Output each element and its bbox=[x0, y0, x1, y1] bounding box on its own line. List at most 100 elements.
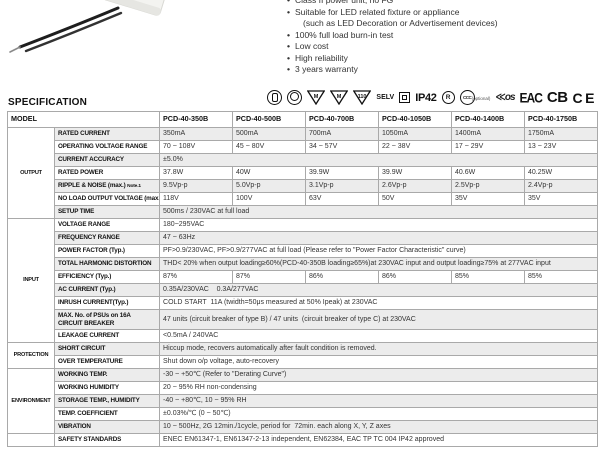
specification-table: MODEL PCD-40-350B PCD-40-500B PCD-40-700B PC… bbox=[6, 111, 599, 447]
section-label-cell: INPUT bbox=[7, 218, 55, 343]
spec-value-cell: 87% bbox=[159, 270, 234, 284]
spec-value-span-cell: -40 ~ +80℃, 10 ~ 95% RH bbox=[159, 394, 599, 408]
spec-label-cell: RIPPLE & NOISE (max.) Note.1 bbox=[53, 179, 161, 193]
spec-label-cell: WORKING TEMP. bbox=[53, 368, 161, 382]
ccc-wrap: CCC (optional) bbox=[459, 90, 491, 105]
spec-value-cell: 39.9W bbox=[305, 166, 380, 180]
spec-value-cell: 35V bbox=[524, 192, 599, 206]
feature-text: High reliability bbox=[295, 53, 348, 65]
spec-value-span-cell: 500ms / 230VAC at full load bbox=[159, 205, 599, 219]
model-header-cell: MODEL bbox=[6, 111, 161, 128]
feature-text: Suitable for LED related fixture or appl… bbox=[295, 7, 498, 30]
spec-row: INRUSH CURRENT(Typ.) COLD START 11A (twid… bbox=[8, 296, 599, 310]
spec-row: POWER FACTOR (Typ.) PF>0.9/230VAC, PF>0.9… bbox=[8, 244, 599, 258]
optional-label: (optional) bbox=[471, 96, 491, 101]
label-note: Note.1 bbox=[127, 184, 141, 190]
selv-mark: SELV bbox=[376, 94, 395, 101]
spec-label-cell: WORKING HUMIDITY bbox=[53, 381, 161, 395]
spec-label-cell: FREQUENCY RANGE bbox=[53, 231, 161, 245]
spec-value-cell: 39.9W bbox=[378, 166, 453, 180]
spec-row: TEMP. COEFFICIENT ±0.03%/℃ (0 ~ 50℃) bbox=[8, 407, 599, 421]
spec-value-cell: 85% bbox=[451, 270, 526, 284]
model-name-cell: PCD-40-1050B bbox=[378, 111, 453, 128]
spec-value-cell: 9.5Vp-p bbox=[159, 179, 234, 193]
spec-row: OUTPUT RATED CURRENT 350mA 500mA 700mA 1050mA… bbox=[7, 127, 599, 219]
feature-line: 100% full load burn-in test bbox=[295, 29, 394, 40]
inner-bar bbox=[271, 93, 278, 102]
spec-label-cell: CURRENT ACCURACY bbox=[53, 153, 161, 167]
spec-value-span-cell: Shut down o/p voltage, auto-recovery bbox=[159, 355, 599, 369]
spec-row: CURRENT ACCURACY ±5.0% bbox=[8, 153, 599, 167]
spec-row: NO LOAD OUTPUT VOLTAGE (max.) 118V 100V 63V… bbox=[8, 192, 599, 206]
spec-label-cell: OPERATING VOLTAGE RANGE bbox=[53, 140, 161, 154]
spec-value-cell: 50V bbox=[378, 192, 453, 206]
spec-value-cell: 500mA bbox=[232, 127, 307, 141]
spec-value-cell: 13 ~ 23V bbox=[524, 140, 599, 154]
section-label-cell: OUTPUT bbox=[7, 127, 55, 219]
spec-value-span-cell: Hiccup mode, recovers automatically afte… bbox=[159, 342, 599, 356]
feature-list: • Class II power unit, no FG • Suitable for… bbox=[287, 0, 592, 76]
spec-row: MAX. No. of PSUs on 16A CIRCUIT BREAKER 4… bbox=[8, 309, 599, 330]
spec-label-cell: SHORT CIRCUIT bbox=[53, 342, 161, 356]
ccc-mark-icon: CCC bbox=[459, 90, 475, 105]
triangle-m2-mark-icon: M bbox=[330, 90, 349, 105]
section-label-cell: ENVIRONMENT bbox=[7, 368, 55, 434]
cert-marks: M M 110 SELV IP42 R CCC (optional) ≪os EAC CB CE bbox=[215, 85, 597, 110]
model-name-cell: PCD-40-700B bbox=[305, 111, 380, 128]
feature-item: • High reliability bbox=[287, 53, 592, 65]
spec-label-cell: NO LOAD OUTPUT VOLTAGE (max.) bbox=[53, 192, 161, 206]
spec-row: INPUT VOLTAGE RANGE 180~295VAC bbox=[7, 218, 599, 343]
spec-value-span-cell: 47 units (circuit breaker of type B) / 4… bbox=[159, 309, 599, 330]
spec-label-cell: RATED CURRENT bbox=[53, 127, 161, 141]
feature-line: High reliability bbox=[295, 52, 348, 63]
spec-row: TOTAL HARMONIC DISTORTION THD< 20% when o… bbox=[8, 257, 599, 271]
spec-value-cell: 40.6W bbox=[451, 166, 526, 180]
spec-value-cell: 2.4Vp-p bbox=[524, 179, 599, 193]
spec-value-cell: 34 ~ 57V bbox=[305, 140, 380, 154]
svg-text:M: M bbox=[314, 94, 319, 100]
r-circle-mark-icon: R bbox=[441, 91, 455, 104]
spec-label-cell: AC CURRENT (Typ.) bbox=[53, 283, 161, 297]
spec-value-span-cell: ENEC EN61347-1, EN61347-2-13 independent… bbox=[159, 433, 599, 447]
svg-text:M: M bbox=[337, 94, 342, 100]
spec-label-cell: VOLTAGE RANGE bbox=[53, 218, 161, 232]
spec-value-span-cell: 0.35A/230VAC 0.3A/277VAC bbox=[159, 283, 599, 297]
ip42-mark: IP42 bbox=[415, 91, 437, 104]
spec-label-cell: MAX. No. of PSUs on 16A CIRCUIT BREAKER bbox=[53, 309, 161, 330]
spec-label-cell: VIBRATION bbox=[53, 420, 161, 434]
feature-item: • Suitable for LED related fixture or app… bbox=[287, 7, 592, 30]
spec-row: SAFETY STANDARDS ENEC EN61347-1, EN61347-… bbox=[7, 433, 599, 447]
spec-row: OPERATING VOLTAGE RANGE 70 ~ 108V 45 ~ 80V… bbox=[8, 140, 599, 154]
spec-row: LEAKAGE CURRENT <0.5mA / 240VAC bbox=[8, 329, 599, 343]
lamp-control-mark-icon bbox=[287, 90, 303, 105]
bullet-icon: • bbox=[287, 29, 290, 40]
spec-value-cell: 63V bbox=[305, 192, 380, 206]
spec-value-span-cell: ±5.0% bbox=[159, 153, 599, 167]
enec-lamp-mark-icon bbox=[267, 90, 283, 105]
spec-value-cell: 1750mA bbox=[524, 127, 599, 141]
spec-row: SETUP TIME 500ms / 230VAC at full load bbox=[8, 205, 599, 219]
spec-label-cell: TOTAL HARMONIC DISTORTION bbox=[53, 257, 161, 271]
spec-label-cell: INRUSH CURRENT(Typ.) bbox=[53, 296, 161, 310]
feature-text: 100% full load burn-in test bbox=[295, 30, 393, 42]
feature-item: • Low cost bbox=[287, 41, 592, 53]
spec-value-cell: 40W bbox=[232, 166, 307, 180]
model-name-cell: PCD-40-350B bbox=[159, 111, 234, 128]
spec-value-cell: 35V bbox=[451, 192, 526, 206]
bullet-icon: • bbox=[287, 52, 290, 63]
spec-label-cell: OVER TEMPERATURE bbox=[53, 355, 161, 369]
bullet-icon: • bbox=[287, 64, 290, 74]
svg-text:110: 110 bbox=[358, 94, 367, 100]
spec-value-cell: 2.6Vp-p bbox=[378, 179, 453, 193]
os-cert-mark-icon: ≪os bbox=[495, 92, 515, 103]
spec-value-cell: 17 ~ 29V bbox=[451, 140, 526, 154]
spec-row: RIPPLE & NOISE (max.) Note.1 9.5Vp-p 5.0Vp… bbox=[8, 179, 599, 193]
section-label-cell bbox=[7, 433, 55, 447]
spec-label-cell: POWER FACTOR (Typ.) bbox=[53, 244, 161, 258]
spec-value-span-cell: <0.5mA / 240VAC bbox=[159, 329, 599, 343]
ce-mark: CE bbox=[572, 89, 597, 106]
inner-ring bbox=[290, 92, 300, 101]
spec-label-cell: SETUP TIME bbox=[53, 205, 161, 219]
feature-line: Low cost bbox=[295, 41, 329, 51]
